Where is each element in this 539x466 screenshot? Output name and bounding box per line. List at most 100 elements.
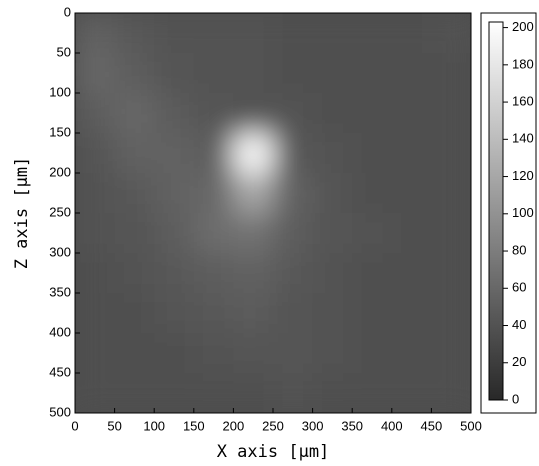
colorbar-tick-label: 40 xyxy=(512,317,526,332)
heatmap-cell xyxy=(233,13,274,54)
heatmap-cell xyxy=(312,213,353,254)
colorbar-tick-label: 200 xyxy=(512,19,534,34)
heatmap-cell xyxy=(75,253,116,294)
y-tick-label: 200 xyxy=(49,164,71,179)
heatmap-cell xyxy=(193,13,234,54)
heatmap-cell xyxy=(233,373,274,413)
heatmap-cell xyxy=(312,13,353,54)
heatmap-cell xyxy=(431,93,471,134)
colorbar-tick-label: 0 xyxy=(512,391,519,406)
colorbar-tick-label: 140 xyxy=(512,131,534,146)
heatmap-cell xyxy=(273,13,314,54)
heatmap-cell xyxy=(114,13,155,54)
x-tick-label: 300 xyxy=(302,418,324,433)
colorbar-tick-label: 20 xyxy=(512,354,526,369)
heatmap-cell xyxy=(431,213,471,254)
heatmap-cell xyxy=(273,173,314,214)
heatmap-cell xyxy=(273,93,314,134)
x-tick-label: 450 xyxy=(421,418,443,433)
heatmap-cell xyxy=(312,373,353,413)
heatmap-cell xyxy=(273,373,314,413)
heatmap-cell xyxy=(154,333,195,374)
heatmap-cell xyxy=(312,133,353,174)
heatmap-cell xyxy=(233,93,274,134)
heatmap-cell xyxy=(154,373,195,413)
heatmap-cell xyxy=(233,213,274,254)
colorbar-tick-label: 100 xyxy=(512,205,534,220)
heatmap-cell xyxy=(233,293,274,334)
x-tick-label: 50 xyxy=(107,418,121,433)
heatmap-cell xyxy=(312,93,353,134)
heatmap-cell xyxy=(233,333,274,374)
heatmap-cell xyxy=(391,53,432,94)
heatmap-cell xyxy=(114,173,155,214)
y-axis-label: Z axis [μm] xyxy=(12,157,32,270)
heatmap-cell xyxy=(154,293,195,334)
heatmap-cell xyxy=(114,293,155,334)
heatmap-cell xyxy=(352,93,393,134)
heatmap-cell xyxy=(312,333,353,374)
heatmap-cell xyxy=(154,173,195,214)
heatmap-cell xyxy=(193,173,234,214)
heatmap-cell xyxy=(154,93,195,134)
heatmap-cell xyxy=(75,213,116,254)
colorbar-tick-label: 80 xyxy=(512,242,526,257)
y-tick-label: 150 xyxy=(49,124,71,139)
heatmap-cell xyxy=(391,253,432,294)
heatmap-cell xyxy=(273,53,314,94)
colorbar-tick-label: 180 xyxy=(512,56,534,71)
heatmap xyxy=(75,13,471,413)
heatmap-cell xyxy=(114,213,155,254)
colorbar-tick-label: 160 xyxy=(512,94,534,109)
heatmap-cell xyxy=(431,53,471,94)
heatmap-cell xyxy=(352,53,393,94)
x-tick-label: 100 xyxy=(143,418,165,433)
heatmap-cell xyxy=(114,133,155,174)
heatmap-cell xyxy=(273,333,314,374)
y-tick-label: 500 xyxy=(49,404,71,419)
heatmap-cell xyxy=(391,213,432,254)
heatmap-cell xyxy=(352,293,393,334)
heatmap-cell xyxy=(312,53,353,94)
heatmap-cell xyxy=(312,253,353,294)
heatmap-cell xyxy=(154,133,195,174)
y-tick-label: 50 xyxy=(57,44,71,59)
heatmap-cell xyxy=(75,173,116,214)
heatmap-cell xyxy=(193,213,234,254)
heatmap-cell xyxy=(431,173,471,214)
y-tick-label: 0 xyxy=(64,4,71,19)
heatmap-cell xyxy=(193,373,234,413)
heatmap-cell xyxy=(312,173,353,214)
y-tick-label: 350 xyxy=(49,284,71,299)
heatmap-cell xyxy=(352,373,393,413)
heatmap-cell xyxy=(273,213,314,254)
y-tick-label: 100 xyxy=(49,84,71,99)
heatmap-cell xyxy=(352,133,393,174)
heatmap-cell xyxy=(391,93,432,134)
heatmap-cell xyxy=(431,253,471,294)
x-tick-label: 150 xyxy=(183,418,205,433)
heatmap-cell xyxy=(431,373,471,413)
heatmap-cell xyxy=(154,253,195,294)
heatmap-cell xyxy=(391,133,432,174)
heatmap-cell xyxy=(193,53,234,94)
heatmap-cell xyxy=(431,13,471,54)
heatmap-cell xyxy=(75,93,116,134)
heatmap-cell xyxy=(431,333,471,374)
x-tick-label: 250 xyxy=(262,418,284,433)
heatmap-cell xyxy=(75,13,116,54)
heatmap-cell xyxy=(75,133,116,174)
heatmap-cell xyxy=(273,133,314,174)
colorbar xyxy=(488,21,504,401)
x-tick-label: 200 xyxy=(223,418,245,433)
heatmap-cell xyxy=(75,293,116,334)
x-tick-label: 500 xyxy=(460,418,482,433)
heatmap-cell xyxy=(193,253,234,294)
heatmap-cell xyxy=(233,253,274,294)
heatmap-cell xyxy=(352,333,393,374)
x-axis-label: X axis [μm] xyxy=(217,442,330,462)
x-tick-label: 350 xyxy=(341,418,363,433)
heatmap-cell xyxy=(391,373,432,413)
colorbar-tick-label: 120 xyxy=(512,168,534,183)
